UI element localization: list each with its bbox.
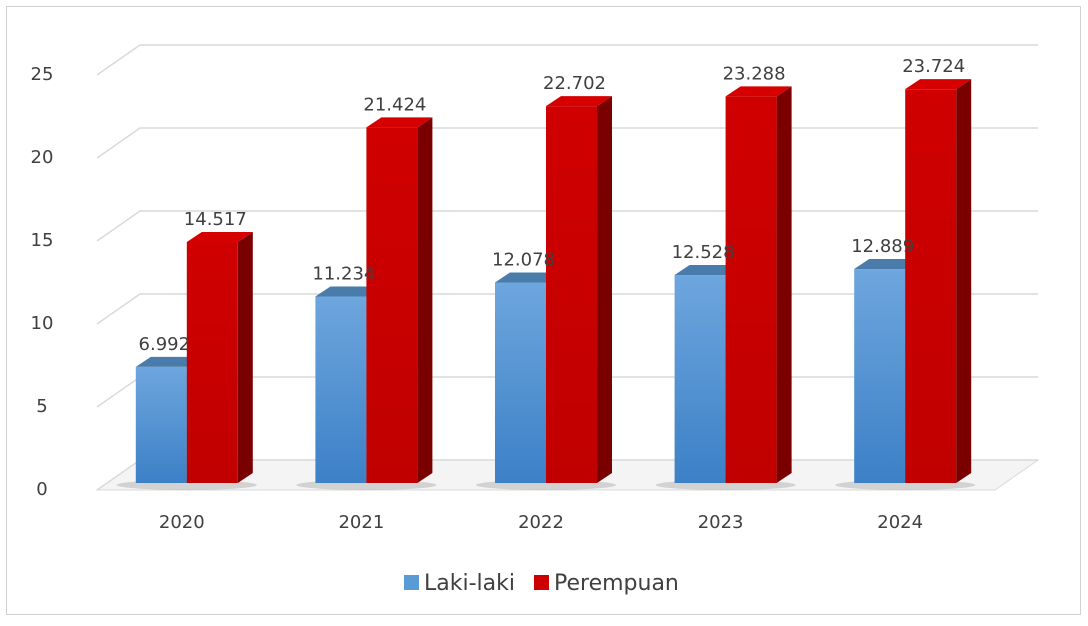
bar-top (674, 265, 741, 276)
bar-front (135, 366, 187, 483)
x-tick-label: 2022 (518, 512, 564, 533)
bar-top (186, 232, 253, 243)
data-label: 23.288 (723, 63, 786, 84)
y-tick-label: 10 (31, 313, 54, 334)
y-tick-label: 0 (36, 479, 47, 500)
y-tick-label: 25 (31, 64, 54, 85)
bar-front (495, 282, 546, 483)
chart-border (6, 6, 1081, 615)
x-tick-label: 2023 (698, 512, 744, 533)
bar-front (186, 242, 238, 483)
bar-front (546, 106, 597, 484)
y-tick-label: 15 (31, 230, 54, 251)
bar-side (776, 86, 792, 484)
data-label: 22.702 (543, 73, 606, 94)
bar-top (315, 286, 382, 297)
bar-side (417, 117, 433, 483)
y-tick-label: 5 (36, 396, 47, 417)
bar-top (725, 86, 792, 97)
bar-side (956, 79, 972, 483)
legend-swatch (404, 575, 419, 590)
bar-top (495, 272, 561, 283)
bar (366, 117, 433, 483)
bar-top (135, 356, 202, 367)
data-label: 14.517 (184, 209, 247, 230)
data-label: 21.424 (363, 94, 426, 115)
bar-front (905, 89, 957, 483)
data-label: 23.724 (902, 56, 965, 77)
x-tick-label: 2024 (877, 512, 923, 533)
legend-label: Perempuan (554, 571, 679, 596)
bar-side (237, 232, 253, 483)
bar (546, 96, 612, 484)
bar-top (366, 117, 433, 128)
bar-side (597, 96, 612, 484)
bar-top (905, 79, 972, 90)
legend-label: Laki-laki (424, 571, 515, 596)
bar-front (725, 96, 777, 484)
data-label: 12.078 (492, 250, 555, 271)
bar-front (315, 296, 367, 483)
bar (186, 232, 253, 483)
y-tick-label: 20 (31, 147, 54, 168)
bar-top (854, 259, 921, 270)
bar (905, 79, 972, 483)
bar (725, 86, 792, 484)
bar-front (366, 127, 418, 483)
x-tick-label: 2020 (159, 512, 205, 533)
x-tick-label: 2021 (338, 512, 384, 533)
legend-swatch (533, 575, 549, 590)
bar-front (854, 269, 906, 483)
data-label: 12.889 (851, 236, 914, 257)
grid-line (96, 44, 1038, 76)
data-label: 12.528 (672, 242, 735, 263)
data-label: 11.234 (312, 264, 375, 285)
data-label: 6.992 (139, 334, 191, 355)
bar-front (674, 275, 726, 483)
bar-top (546, 96, 612, 107)
